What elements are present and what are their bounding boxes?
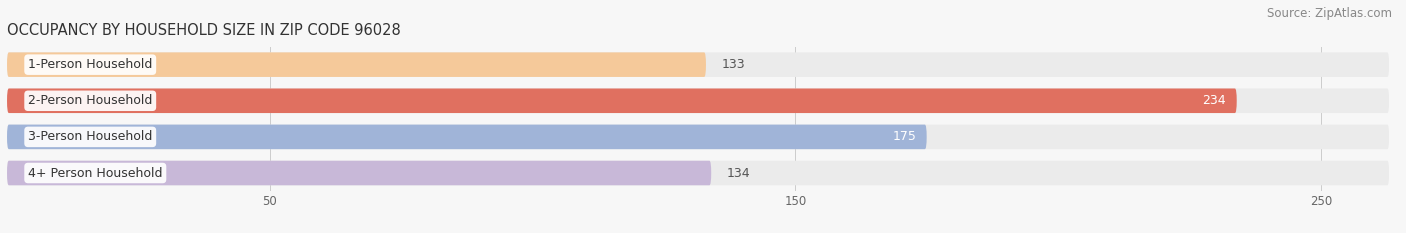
Text: OCCUPANCY BY HOUSEHOLD SIZE IN ZIP CODE 96028: OCCUPANCY BY HOUSEHOLD SIZE IN ZIP CODE … [7,24,401,38]
Text: 4+ Person Household: 4+ Person Household [28,167,163,179]
FancyBboxPatch shape [7,161,711,185]
FancyBboxPatch shape [7,52,1389,77]
FancyBboxPatch shape [7,89,1237,113]
FancyBboxPatch shape [7,125,1389,149]
FancyBboxPatch shape [7,125,927,149]
Text: Source: ZipAtlas.com: Source: ZipAtlas.com [1267,7,1392,20]
Text: 3-Person Household: 3-Person Household [28,130,152,143]
FancyBboxPatch shape [7,89,1389,113]
Text: 2-Person Household: 2-Person Household [28,94,152,107]
Text: 134: 134 [727,167,751,179]
FancyBboxPatch shape [7,52,706,77]
Text: 175: 175 [893,130,917,143]
FancyBboxPatch shape [7,161,1389,185]
Text: 234: 234 [1202,94,1226,107]
Text: 1-Person Household: 1-Person Household [28,58,152,71]
Text: 133: 133 [721,58,745,71]
